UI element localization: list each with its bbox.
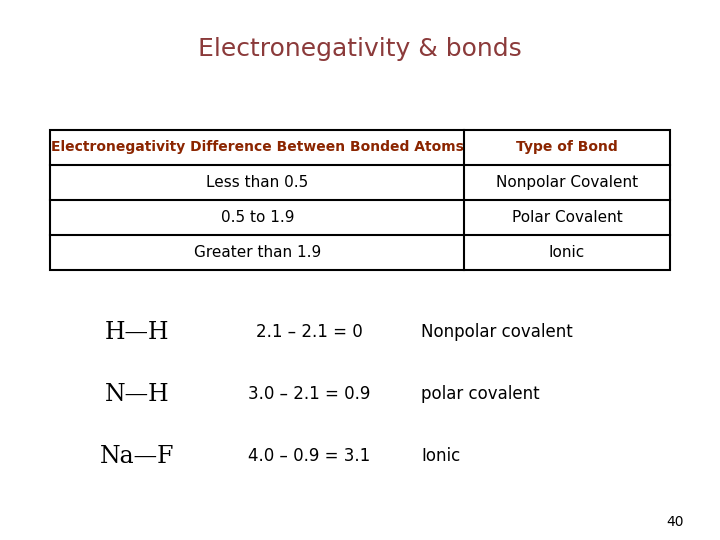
Text: Polar Covalent: Polar Covalent bbox=[512, 210, 622, 225]
Text: 40: 40 bbox=[667, 515, 684, 529]
Text: 0.5 to 1.9: 0.5 to 1.9 bbox=[220, 210, 294, 225]
Text: Nonpolar Covalent: Nonpolar Covalent bbox=[496, 175, 638, 190]
Text: H—H: H—H bbox=[104, 321, 169, 343]
Text: Na—F: Na—F bbox=[99, 445, 174, 468]
Text: Electronegativity & bonds: Electronegativity & bonds bbox=[198, 37, 522, 60]
Text: 3.0 – 2.1 = 0.9: 3.0 – 2.1 = 0.9 bbox=[248, 385, 371, 403]
Text: Nonpolar covalent: Nonpolar covalent bbox=[421, 323, 573, 341]
Text: Ionic: Ionic bbox=[549, 245, 585, 260]
Text: Greater than 1.9: Greater than 1.9 bbox=[194, 245, 321, 260]
Text: Type of Bond: Type of Bond bbox=[516, 140, 618, 154]
Text: Less than 0.5: Less than 0.5 bbox=[206, 175, 309, 190]
Bar bbox=[50, 130, 670, 270]
Text: Ionic: Ionic bbox=[421, 447, 461, 465]
Text: N—H: N—H bbox=[104, 383, 169, 406]
Text: 4.0 – 0.9 = 3.1: 4.0 – 0.9 = 3.1 bbox=[248, 447, 371, 465]
Text: polar covalent: polar covalent bbox=[421, 385, 540, 403]
Text: Electronegativity Difference Between Bonded Atoms: Electronegativity Difference Between Bon… bbox=[51, 140, 464, 154]
Text: 2.1 – 2.1 = 0: 2.1 – 2.1 = 0 bbox=[256, 323, 363, 341]
